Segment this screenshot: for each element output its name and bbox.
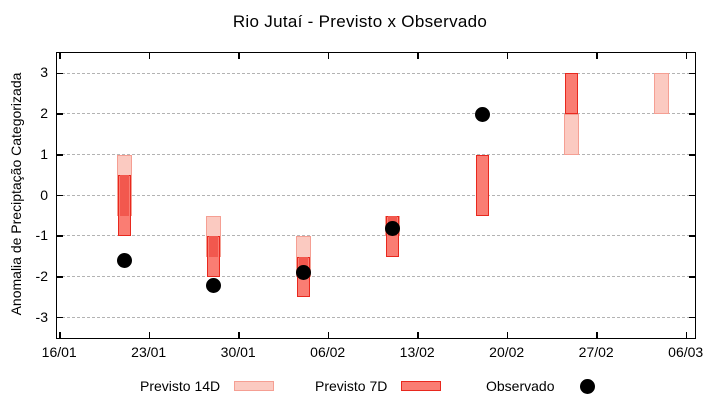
- legend-item-previsto-14d: Previsto 14D: [140, 374, 275, 398]
- y-tick-left: [57, 113, 63, 115]
- y-tick-right: [689, 154, 695, 156]
- legend-item-observado: Observado: [486, 374, 596, 398]
- bar-previsto-7d-18/02: [475, 154, 489, 216]
- y-tick-left: [57, 235, 63, 237]
- bar-previsto-14d-25/02: [564, 114, 580, 155]
- x-tick-bottom: [596, 332, 598, 338]
- x-tick-bottom: [59, 332, 61, 338]
- x-tick-label: 13/02: [399, 344, 435, 360]
- gridline-y-1: [57, 154, 695, 156]
- observado-dot-18/02: [474, 106, 490, 122]
- observado-dot-04/02: [295, 265, 311, 281]
- y-tick-label: -2: [35, 267, 48, 284]
- x-tick-bottom: [417, 332, 419, 338]
- x-tick-top: [685, 53, 688, 59]
- y-tick-label: 3: [40, 64, 48, 81]
- gridline-y-3: [57, 72, 695, 74]
- gridline-y-2: [57, 113, 695, 115]
- chart-legend: Previsto 14D Previsto 7D Observado: [0, 374, 720, 398]
- x-tick-label: 27/02: [578, 344, 614, 360]
- legend-swatch-previsto-14d-icon: [234, 381, 275, 391]
- y-tick-right: [689, 316, 695, 319]
- legend-observado-dot-icon: [580, 378, 596, 394]
- plot-area: [56, 52, 696, 339]
- bar-previsto-7d-25/02: [565, 73, 579, 115]
- x-tick-top: [417, 53, 419, 59]
- x-tick-top: [327, 53, 330, 59]
- y-tick-label: -3: [35, 308, 48, 325]
- legend-swatch-previsto-7d-icon: [401, 381, 442, 391]
- legend-item-previsto-7d: Previsto 7D: [315, 374, 442, 398]
- x-tick-bottom: [148, 332, 151, 338]
- x-tick-top: [596, 53, 598, 59]
- y-tick-right: [689, 194, 695, 197]
- y-tick-label: 0: [40, 186, 48, 203]
- gridline-y-0: [57, 194, 695, 196]
- x-tick-top: [506, 53, 509, 59]
- y-tick-left: [57, 154, 63, 156]
- gridline-y--2: [57, 276, 695, 278]
- x-tick-top: [148, 53, 151, 59]
- gridline-y--1: [57, 235, 695, 237]
- y-tick-left: [57, 276, 63, 278]
- observado-dot-28/01: [206, 277, 222, 293]
- y-tick-label: 1: [40, 145, 48, 162]
- bar-overlap-28/01: [209, 236, 219, 257]
- gridline-y--3: [57, 316, 695, 318]
- y-tick-right: [689, 113, 695, 115]
- x-tick-label: 06/03: [668, 344, 704, 360]
- x-tick-bottom: [327, 332, 330, 338]
- y-tick-left: [57, 316, 63, 319]
- y-tick-right: [689, 276, 695, 278]
- y-tick-label: -1: [35, 227, 48, 244]
- x-tick-bottom: [238, 332, 240, 338]
- y-tick-right: [689, 235, 695, 237]
- observado-dot-11/02: [385, 220, 401, 236]
- bar-previsto-14d-04/03: [653, 73, 669, 115]
- x-tick-top: [238, 53, 240, 59]
- y-tick-left: [57, 72, 63, 75]
- x-tick-label: 20/02: [489, 344, 525, 360]
- y-tick-left: [57, 194, 63, 197]
- bar-overlap-21/01: [119, 175, 129, 216]
- y-tick-label: 2: [40, 105, 48, 122]
- legend-label-previsto-7d: Previsto 7D: [315, 378, 388, 394]
- x-tick-label: 30/01: [220, 344, 256, 360]
- x-tick-label: 23/01: [131, 344, 167, 360]
- y-tick-right: [689, 72, 695, 75]
- x-tick-bottom: [506, 332, 509, 338]
- x-tick-bottom: [685, 332, 688, 338]
- legend-label-previsto-14d: Previsto 14D: [140, 378, 221, 394]
- x-tick-label: 06/02: [310, 344, 346, 360]
- x-tick-label: 16/01: [41, 344, 77, 360]
- observado-dot-21/01: [116, 253, 132, 269]
- x-tick-top: [59, 53, 61, 59]
- legend-label-observado: Observado: [486, 378, 555, 394]
- chart-title: Rio Jutaí - Previsto x Observado: [232, 12, 488, 31]
